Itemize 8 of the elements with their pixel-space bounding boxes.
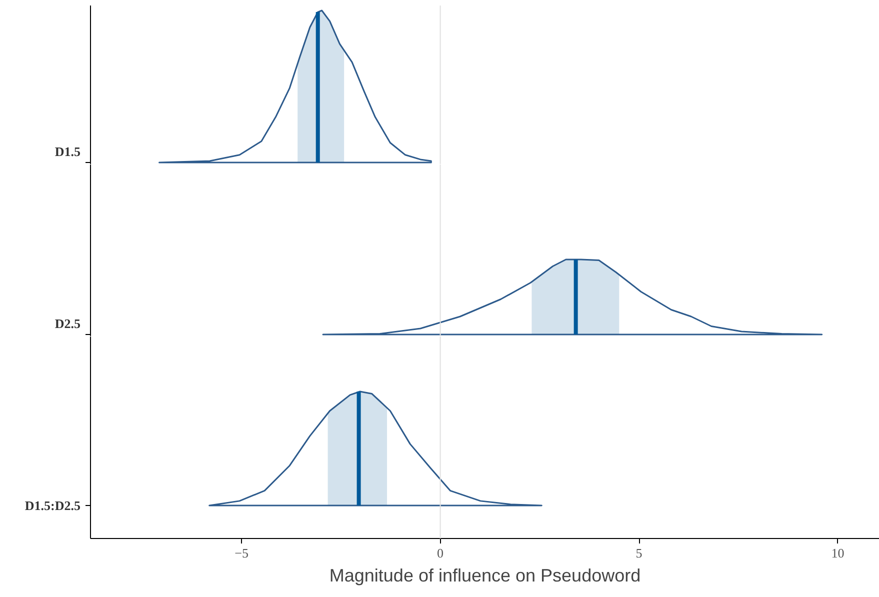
text: D1.5:D2.5 bbox=[24, 498, 81, 513]
x-tick-label: 10 bbox=[831, 546, 844, 560]
x-axis-title: Magnitude of influence on Pseudoword bbox=[329, 566, 641, 586]
series-label: D1.5 bbox=[54, 144, 81, 159]
text: D2.5 bbox=[54, 316, 81, 331]
x-tick-label: 0 bbox=[437, 546, 444, 560]
x-tick-label: −5 bbox=[234, 546, 248, 560]
x-tick-label: 5 bbox=[636, 546, 642, 560]
